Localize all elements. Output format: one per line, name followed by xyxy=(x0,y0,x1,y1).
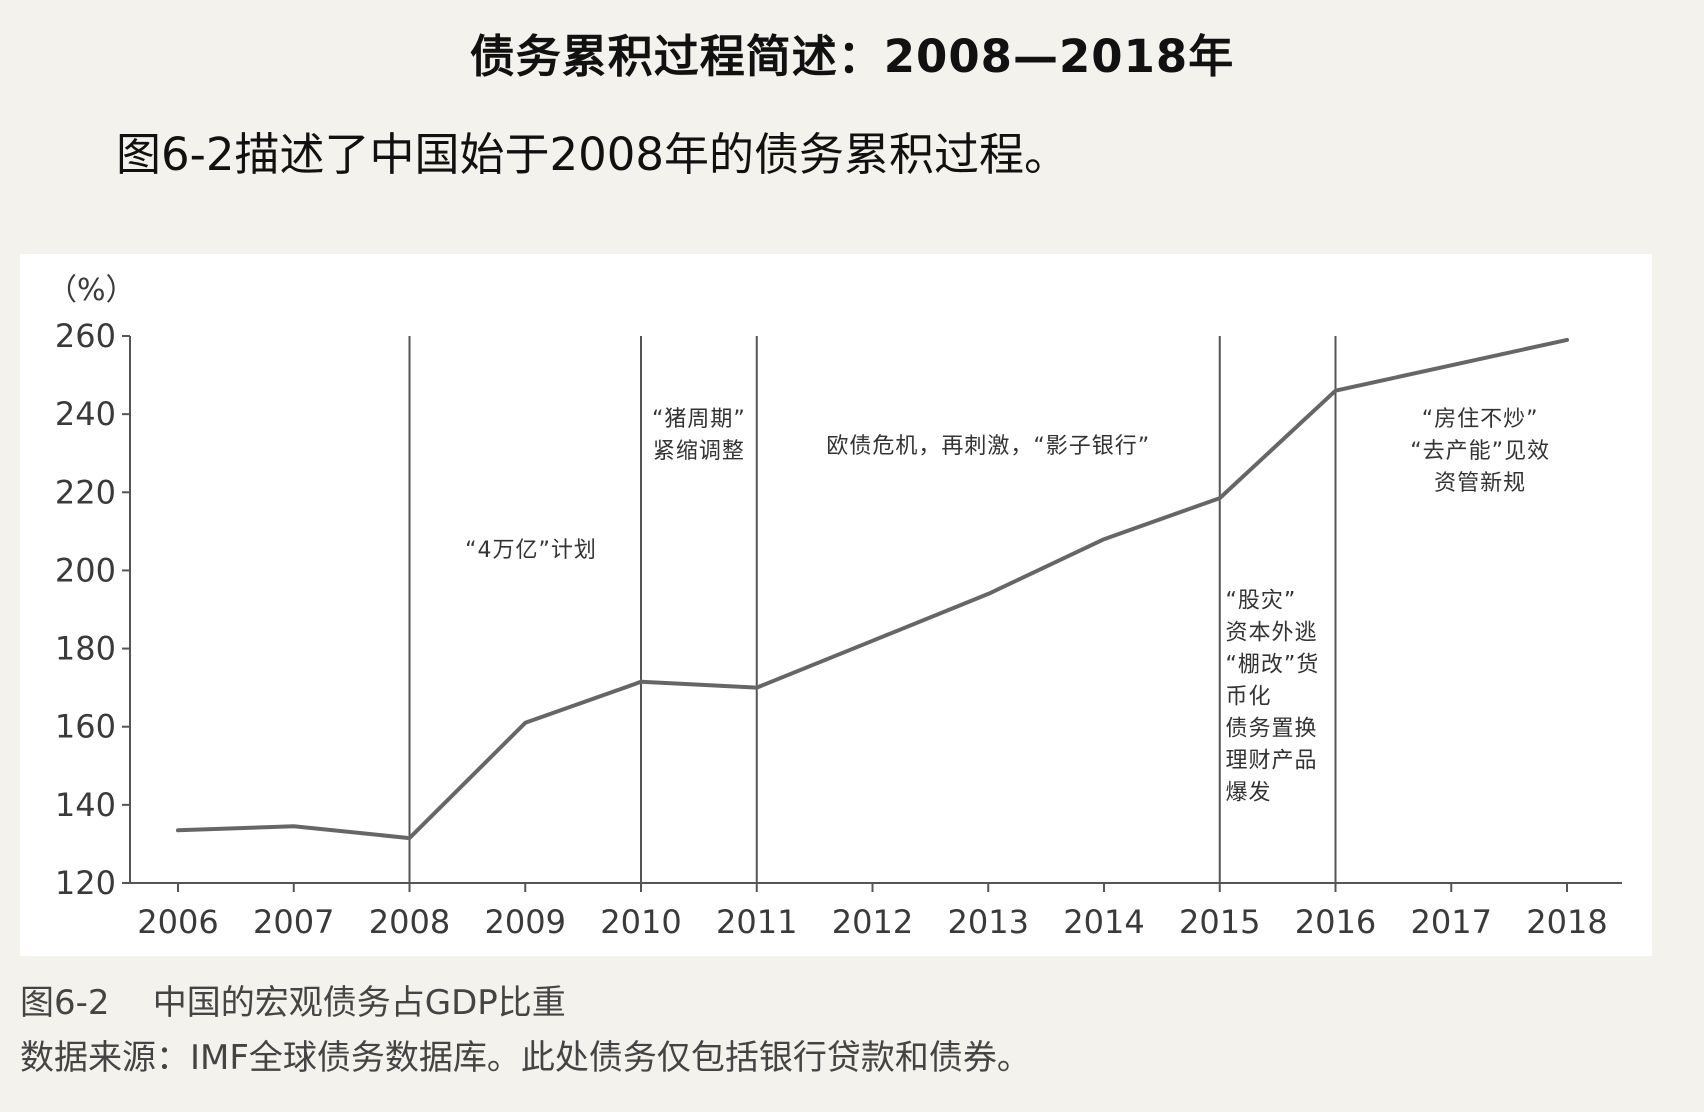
x-tick-label: 2008 xyxy=(369,903,450,941)
annotation-4-line: 爆发 xyxy=(1226,781,1272,806)
y-tick-label: 220 xyxy=(55,473,116,511)
x-tick-label: 2012 xyxy=(832,903,913,941)
x-tick-label: 2010 xyxy=(600,903,681,941)
y-tick-label: 160 xyxy=(55,708,116,746)
section-heading: 债务累积过程简述：2008—2018年 xyxy=(469,30,1235,83)
annotation-4-line: “棚改”货 xyxy=(1226,653,1320,678)
x-tick-label: 2011 xyxy=(716,903,797,941)
y-tick-label: 120 xyxy=(55,864,116,902)
annotation-4-line: 理财产品 xyxy=(1226,749,1318,774)
x-tick-label: 2013 xyxy=(948,903,1029,941)
x-tick-label: 2009 xyxy=(485,903,566,941)
data-source-note: 数据来源：IMF全球债务数据库。此处债务仅包括银行贷款和债券。 xyxy=(20,1038,1031,1078)
debt-to-gdp-line-chart: （%） 120 140 160 180 200 220 240 260 2006 2007 2008 2… xyxy=(47,273,1622,941)
x-tick-label: 2007 xyxy=(253,903,334,941)
x-tick-label: 2017 xyxy=(1411,903,1492,941)
annotation-5-line: 资管新规 xyxy=(1434,471,1526,496)
y-tick-label: 240 xyxy=(55,395,116,433)
y-tick-label: 260 xyxy=(55,317,116,355)
y-tick-label: 140 xyxy=(55,786,116,824)
annotation-5-line: “房住不炒” xyxy=(1422,407,1539,432)
x-tick-label: 2018 xyxy=(1526,903,1607,941)
annotation-2-line: “猪周期” xyxy=(652,407,746,432)
y-tick-label: 200 xyxy=(55,551,116,589)
x-tick-label: 2016 xyxy=(1295,903,1376,941)
x-tick-label: 2015 xyxy=(1179,903,1260,941)
annotation-4-line: 资本外逃 xyxy=(1226,621,1318,646)
annotation-4-line: 币化 xyxy=(1226,685,1272,710)
chart-panel: （%） 120 140 160 180 200 220 240 260 2006 2007 2008 2… xyxy=(20,254,1652,956)
figure-caption: 图6-2 中国的宏观债务占GDP比重 xyxy=(20,983,566,1023)
annotation-4-line: 债务置换 xyxy=(1226,717,1318,742)
x-tick-label: 2014 xyxy=(1063,903,1144,941)
annotation-2-line: 紧缩调整 xyxy=(653,439,745,464)
debt-ratio-line xyxy=(176,337,1569,841)
annotation-4-line: “股灾” xyxy=(1226,589,1297,614)
x-tick-label: 2006 xyxy=(137,903,218,941)
annotation-1-line: “4万亿”计划 xyxy=(465,538,597,563)
y-tick-label: 180 xyxy=(55,630,116,668)
annotation-5-line: “去产能”见效 xyxy=(1410,439,1550,464)
annotation-3-line: 欧债危机，再刺激，“影子银行” xyxy=(826,434,1150,459)
intro-paragraph: 图6-2描述了中国始于2008年的债务累积过程。 xyxy=(116,128,1070,181)
y-unit-label: （%） xyxy=(47,273,136,308)
